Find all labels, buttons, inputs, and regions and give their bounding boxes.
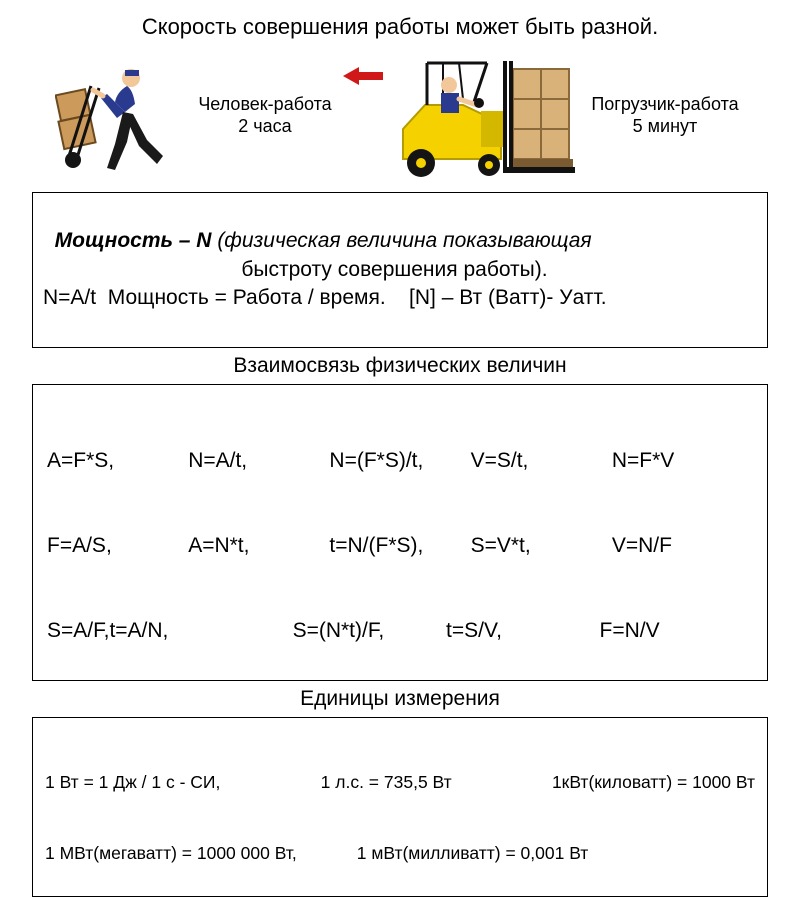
page-title: Скорость совершения работы может быть ра… [0, 0, 800, 46]
formula-row: S=A/F,t=A/N, S=(N*t)/F, t=S/V, F=N/V [43, 617, 757, 645]
units-cell: 1кВт(киловатт) = 1000 Вт [552, 771, 755, 795]
relations-heading: Взаимосвязь физических величин [0, 354, 800, 378]
formula-cell: N=(F*S)/t, [329, 447, 470, 475]
worker-illustration [55, 56, 175, 176]
illustration-row: Человек-работа 2 часа [0, 46, 800, 186]
formula-cell: A=N*t, [188, 532, 329, 560]
units-row: 1 Вт = 1 Дж / 1 с - СИ, 1 л.с. = 735,5 В… [43, 771, 757, 795]
worker-label: Человек-работа 2 часа [185, 94, 345, 137]
units-box: 1 Вт = 1 Дж / 1 с - СИ, 1 л.с. = 735,5 В… [32, 717, 768, 896]
formulas-box: A=F*S, N=A/t, N=(F*S)/t, V=S/t, N=F*V F=… [32, 384, 768, 681]
worker-label-line1: Человек-работа [185, 94, 345, 116]
forklift-illustration [355, 51, 575, 181]
formula-cell: S=(N*t)/F, [293, 617, 446, 645]
formula-row: A=F*S, N=A/t, N=(F*S)/t, V=S/t, N=F*V [43, 447, 757, 475]
formula-cell: N=A/t, [188, 447, 329, 475]
formula-cell: N=F*V [612, 447, 753, 475]
units-cell: 1 МВт(мегаватт) = 1000 000 Вт, [45, 842, 297, 866]
formula-cell: S=V*t, [471, 532, 612, 560]
formula-cell: t=N/(F*S), [329, 532, 470, 560]
left-arrow-icon [343, 67, 383, 85]
definition-term: Мощность – N [55, 229, 212, 252]
units-heading: Единицы измерения [0, 687, 800, 711]
definition-line2: быстроту совершения работы). [43, 256, 757, 284]
forklift-label: Погрузчик-работа 5 минут [585, 94, 745, 137]
definition-line1: Мощность – N (физическая величина показы… [55, 229, 592, 252]
forklift-label-line2: 5 минут [585, 116, 745, 138]
definition-box: Мощность – N (физическая величина показы… [32, 192, 768, 348]
definition-line1-rest: (физическая величина показывающая [211, 229, 591, 252]
formula-cell: A=F*S, [47, 447, 188, 475]
formula-cell: V=N/F [612, 532, 753, 560]
formula-cell: S=A/F,t=A/N, [47, 617, 293, 645]
formula-row: F=A/S, A=N*t, t=N/(F*S), S=V*t, V=N/F [43, 532, 757, 560]
forklift-label-line1: Погрузчик-работа [585, 94, 745, 116]
units-cell: 1 л.с. = 735,5 Вт [321, 771, 452, 795]
formula-cell: t=S/V, [446, 617, 599, 645]
units-cell: 1 Вт = 1 Дж / 1 с - СИ, [45, 771, 220, 795]
definition-line3: N=A/t Мощность = Работа / время. [N] – В… [43, 284, 757, 312]
formula-cell: F=A/S, [47, 532, 188, 560]
formula-cell: V=S/t, [471, 447, 612, 475]
formula-cell: F=N/V [600, 617, 753, 645]
units-row: 1 МВт(мегаватт) = 1000 000 Вт, 1 мВт(мил… [43, 842, 757, 866]
worker-label-line2: 2 часа [185, 116, 345, 138]
units-cell: 1 мВт(милливатт) = 0,001 Вт [357, 842, 589, 866]
